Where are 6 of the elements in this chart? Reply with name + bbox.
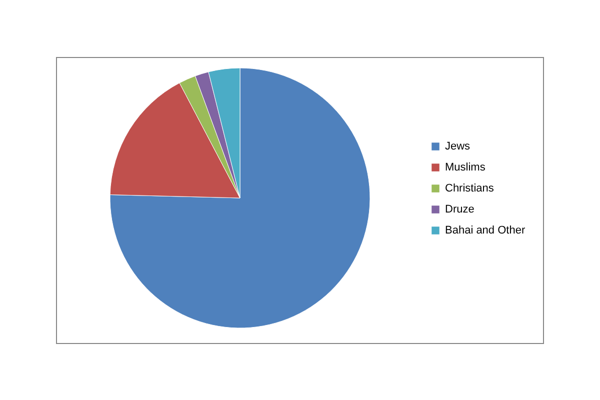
legend-label: Jews: [445, 140, 471, 152]
legend-label: Christians: [445, 182, 494, 194]
legend-label: Muslims: [445, 162, 486, 174]
pie-slice: [110, 68, 370, 328]
legend-label: Bahai and Other: [445, 224, 526, 236]
legend-label: Druze: [445, 204, 474, 216]
